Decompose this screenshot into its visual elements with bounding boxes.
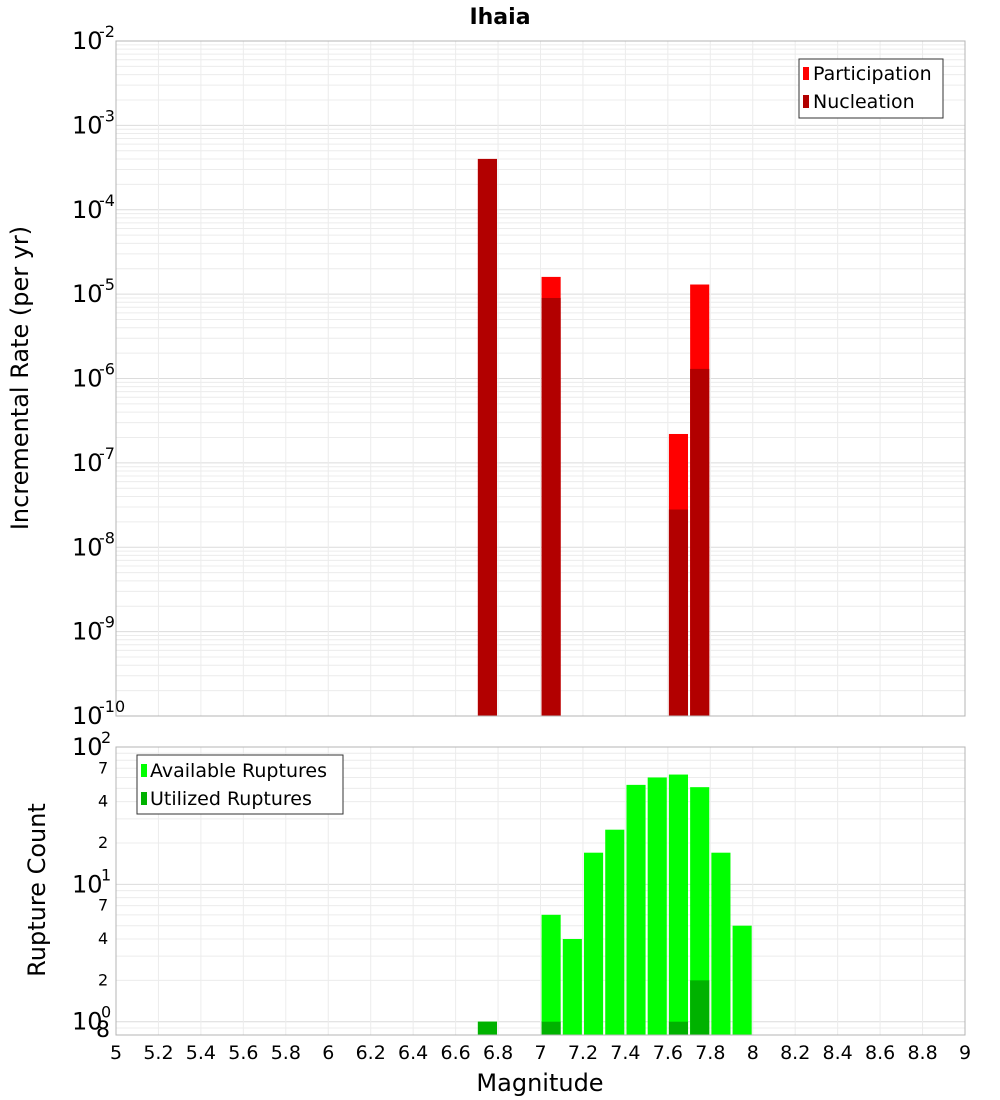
count-y-minor-tick-label: 2 xyxy=(98,970,108,989)
available-ruptures-bar xyxy=(541,914,561,1035)
rate-y-tick-label: 10 xyxy=(72,702,103,730)
utilized-ruptures-bar xyxy=(541,1021,561,1035)
available-ruptures-bar xyxy=(562,939,582,1035)
count-legend: Available Ruptures Utilized Ruptures xyxy=(136,754,344,815)
x-tick-label: 7.2 xyxy=(568,1042,598,1064)
utilized-ruptures-bar xyxy=(690,980,710,1035)
rate-y-tick-exponent: -8 xyxy=(99,528,115,547)
nucleation-bar xyxy=(477,158,497,717)
x-tick-label: 5.2 xyxy=(143,1042,173,1064)
x-tick-label: 6.8 xyxy=(483,1042,513,1064)
x-tick-label: 5.8 xyxy=(271,1042,301,1064)
count-plot-border xyxy=(115,746,966,1036)
rate-y-tick-exponent: -7 xyxy=(99,444,115,463)
count-y-tick-label: 10 xyxy=(72,733,103,761)
utilized-ruptures-bar xyxy=(477,1021,497,1035)
rate-panel: 10-1010-910-810-710-610-510-410-310-2Par… xyxy=(72,22,966,730)
count-legend-swatch xyxy=(141,764,147,777)
rate-plot-border xyxy=(115,40,966,717)
x-tick-label: 8.4 xyxy=(823,1042,853,1064)
rate-legend-box xyxy=(798,58,944,119)
rate-y-tick-exponent: -3 xyxy=(99,106,115,125)
x-tick-label: 8.8 xyxy=(907,1042,937,1064)
available-ruptures-bar xyxy=(647,777,667,1035)
x-tick-label: 8.2 xyxy=(780,1042,810,1064)
count-y-minor-tick-label: 7 xyxy=(98,896,108,915)
available-ruptures-bar xyxy=(732,925,752,1035)
x-tick-label: 7.4 xyxy=(610,1042,640,1064)
count-y-tick-exponent: 2 xyxy=(101,728,111,747)
rate-y-tick-exponent: -5 xyxy=(99,275,115,294)
rate-legend-swatch xyxy=(803,67,809,80)
available-ruptures-bar xyxy=(668,774,689,1035)
rate-y-tick-label: 10 xyxy=(72,196,103,224)
count-legend-box xyxy=(136,754,344,815)
count-y-minor-tick-label: 8 xyxy=(96,1018,110,1043)
x-tick-label: 9 xyxy=(959,1042,971,1064)
x-tick-label: 8.6 xyxy=(865,1042,895,1064)
rate-y-tick-label: 10 xyxy=(72,27,103,55)
x-tick-label: 5.6 xyxy=(228,1042,258,1064)
x-tick-label: 8 xyxy=(747,1042,759,1064)
chart-title: Ihaia xyxy=(469,5,530,30)
count-y-tick-exponent: 0 xyxy=(101,1003,111,1022)
rupture-count-y-axis-label: Rupture Count xyxy=(23,803,51,977)
rate-y-tick-exponent: -9 xyxy=(99,613,115,632)
rate-legend-swatch xyxy=(803,95,809,108)
count-y-minor-tick-label: 4 xyxy=(98,929,108,948)
nucleation-bar xyxy=(541,297,561,716)
x-tick-label: 7 xyxy=(534,1042,546,1064)
rate-y-axis-label: Incremental Rate (per yr) xyxy=(6,226,34,530)
rate-legend-label: Participation xyxy=(813,63,932,85)
x-tick-label: 5.4 xyxy=(186,1042,216,1064)
count-legend-swatch xyxy=(141,792,147,805)
rate-y-tick-label: 10 xyxy=(72,618,103,646)
available-ruptures-bar xyxy=(626,784,646,1035)
count-y-minor-tick-label: 7 xyxy=(98,758,108,777)
available-ruptures-bar xyxy=(584,852,604,1035)
rate-y-tick-exponent: -10 xyxy=(99,697,125,716)
count-y-minor-tick-label: 2 xyxy=(98,833,108,852)
rate-y-tick-exponent: -4 xyxy=(99,191,115,210)
count-legend-label: Available Ruptures xyxy=(150,760,327,782)
available-ruptures-bar xyxy=(690,787,710,1035)
available-ruptures-bar xyxy=(711,852,731,1035)
x-tick-label: 7.6 xyxy=(653,1042,683,1064)
x-tick-label: 6 xyxy=(322,1042,334,1064)
rate-y-tick-label: 10 xyxy=(72,533,103,561)
x-tick-label: 6.4 xyxy=(398,1042,428,1064)
available-ruptures-bar xyxy=(605,829,625,1035)
rate-y-tick-exponent: -6 xyxy=(99,360,115,379)
rate-y-tick-label: 10 xyxy=(72,111,103,139)
rate-y-tick-label: 10 xyxy=(72,280,103,308)
x-tick-label: 7.8 xyxy=(695,1042,725,1064)
magnitude-x-axis-label: Magnitude xyxy=(476,1069,603,1097)
count-legend-label: Utilized Ruptures xyxy=(150,788,312,810)
rate-y-tick-exponent: -2 xyxy=(99,22,115,41)
count-y-tick-exponent: 1 xyxy=(101,865,111,884)
rate-y-tick-label: 10 xyxy=(72,449,103,477)
count-y-tick-label: 10 xyxy=(72,1008,103,1036)
rate-legend: Participation Nucleation xyxy=(798,58,944,119)
x-tick-label: 6.6 xyxy=(440,1042,470,1064)
nucleation-bar xyxy=(668,509,689,716)
count-y-minor-tick-label: 4 xyxy=(98,792,108,811)
utilized-ruptures-bar xyxy=(668,1021,689,1035)
nucleation-bar xyxy=(690,368,710,716)
rate-y-tick-label: 10 xyxy=(72,365,103,393)
count-y-tick-label: 10 xyxy=(72,870,103,898)
rate-legend-label: Nucleation xyxy=(813,91,915,113)
x-tick-label: 5 xyxy=(110,1042,122,1064)
x-tick-label: 6.2 xyxy=(356,1042,386,1064)
